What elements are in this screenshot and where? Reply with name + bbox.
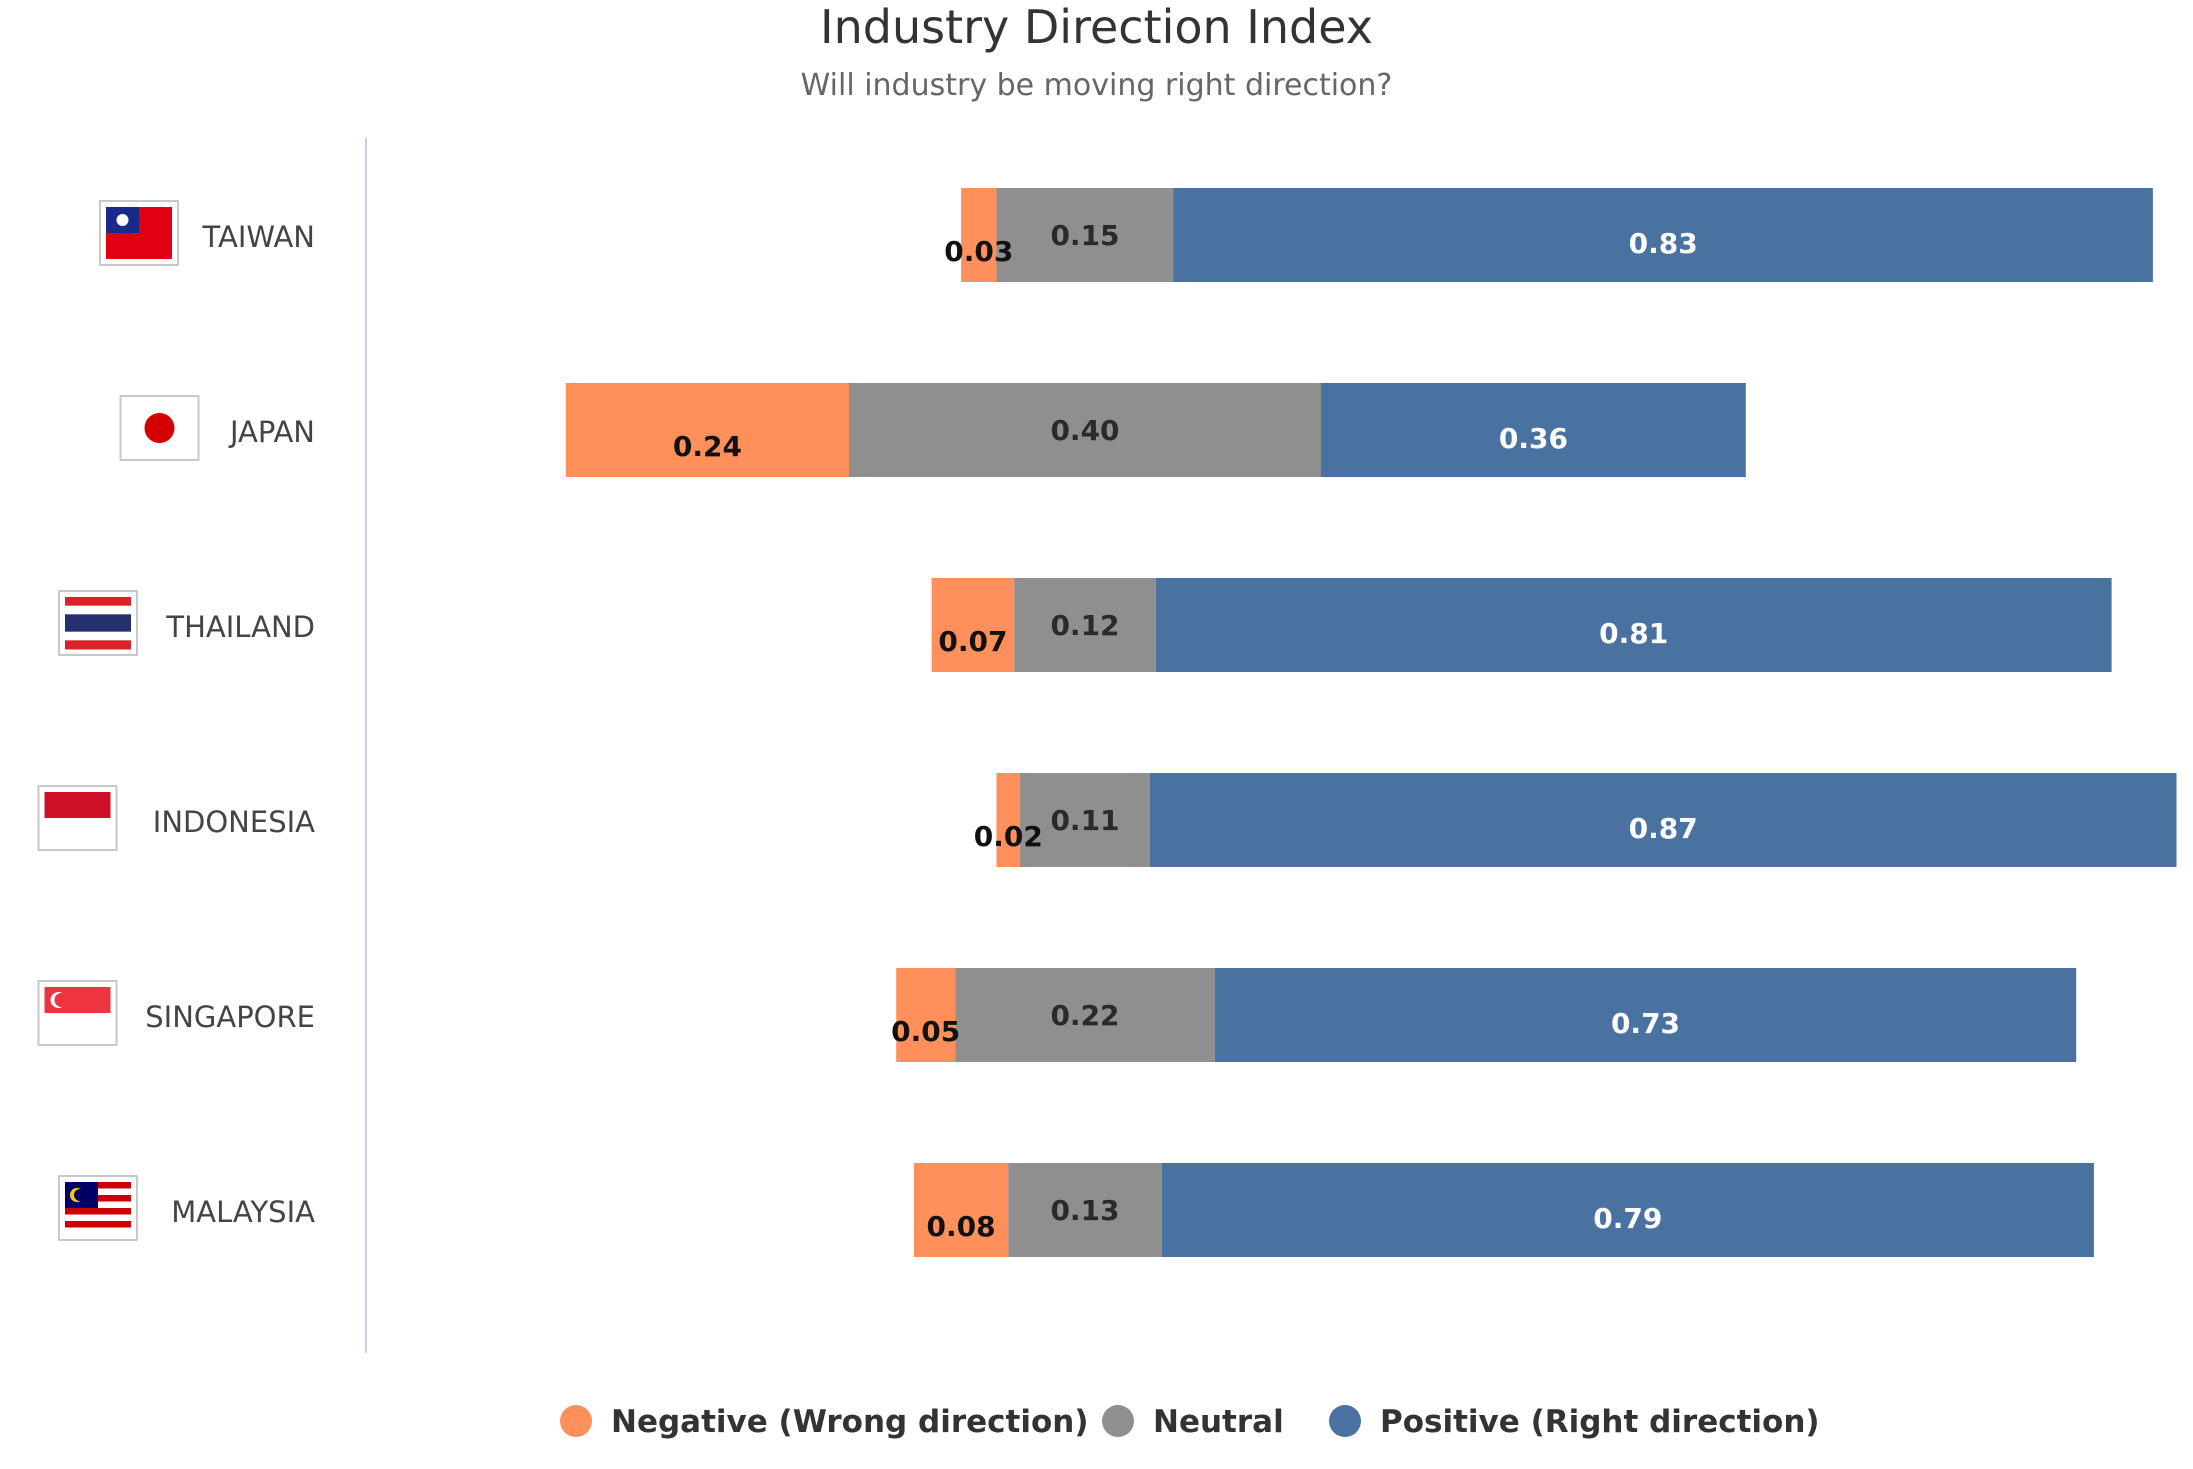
bar-row-taiwan: TAIWAN 0.03 0.15 0.83 xyxy=(99,188,2153,282)
bar-negative xyxy=(913,1163,1009,1257)
bar-positive xyxy=(1321,383,1746,477)
data-label-positive: 0.81 xyxy=(1599,617,1668,650)
data-label-neutral: 0.13 xyxy=(1050,1194,1119,1227)
category-label: TAIWAN xyxy=(202,220,315,254)
singapore-flag-icon xyxy=(44,987,111,1039)
category-label: THAILAND xyxy=(165,610,315,644)
flag-frame xyxy=(37,785,118,851)
bar-negative xyxy=(931,578,1015,672)
flag-frame xyxy=(37,980,118,1046)
legend-item-positive: Positive (Right direction) xyxy=(1329,1404,1820,1440)
data-label-negative: 0.03 xyxy=(944,235,1013,268)
category-label: JAPAN xyxy=(228,415,315,449)
malaysia-flag-icon xyxy=(65,1182,131,1235)
flag-frame xyxy=(58,590,138,656)
bar-negative xyxy=(961,188,997,282)
legend-item-neutral: Neutral xyxy=(1102,1404,1284,1440)
bar-row-indonesia: INDONESIA 0.02 0.11 0.87 xyxy=(37,773,2177,867)
data-label-negative: 0.05 xyxy=(891,1015,960,1048)
bar-row-thailand: THAILAND 0.07 0.12 0.81 xyxy=(58,578,2112,672)
data-label-positive: 0.83 xyxy=(1629,227,1698,260)
bar-neutral xyxy=(1008,1163,1162,1257)
category-label: MALAYSIA xyxy=(171,1195,315,1229)
bar-neutral xyxy=(1020,773,1150,867)
indonesia-flag-icon xyxy=(44,792,111,844)
bar-neutral xyxy=(849,383,1321,477)
data-label-neutral: 0.11 xyxy=(1050,804,1119,837)
legend-swatch xyxy=(560,1405,592,1437)
data-label-positive: 0.87 xyxy=(1629,812,1698,845)
data-label-negative: 0.08 xyxy=(927,1210,996,1243)
flag-frame xyxy=(99,200,179,266)
data-label-positive: 0.36 xyxy=(1499,422,1568,455)
bar-neutral xyxy=(1014,578,1156,672)
data-label-negative: 0.24 xyxy=(673,430,742,463)
legend-item-negative: Negative (Wrong direction) xyxy=(560,1404,1089,1440)
bar-row-singapore: SINGAPORE 0.05 0.22 0.73 xyxy=(37,968,2077,1062)
data-label-neutral: 0.15 xyxy=(1050,219,1119,252)
legend-swatch xyxy=(1329,1405,1361,1437)
taiwan-flag-icon xyxy=(106,207,172,259)
bar-positive xyxy=(1173,188,2153,282)
legend-swatch xyxy=(1102,1405,1134,1437)
data-label-neutral: 0.22 xyxy=(1050,999,1119,1032)
bar-positive xyxy=(1214,968,2077,1062)
category-label: SINGAPORE xyxy=(145,1000,315,1034)
bar-positive xyxy=(1155,578,2112,672)
flag-frame xyxy=(58,1175,138,1241)
data-label-positive: 0.73 xyxy=(1611,1007,1680,1040)
bar-negative xyxy=(996,773,1021,867)
bar-row-japan: JAPAN 0.24 0.40 0.36 xyxy=(119,383,1746,477)
bar-neutral xyxy=(996,188,1174,282)
bar-positive xyxy=(1161,1163,2094,1257)
data-label-neutral: 0.12 xyxy=(1050,609,1119,642)
category-label: INDONESIA xyxy=(153,805,315,839)
chart-subtitle: Will industry be moving right direction? xyxy=(800,68,1393,103)
chart-title: Industry Direction Index xyxy=(820,0,1373,54)
bar-negative xyxy=(896,968,956,1062)
data-label-positive: 0.79 xyxy=(1593,1202,1662,1235)
bar-neutral xyxy=(955,968,1215,1062)
data-label-neutral: 0.40 xyxy=(1050,414,1119,447)
data-label-negative: 0.02 xyxy=(974,820,1043,853)
legend-label: Negative (Wrong direction) xyxy=(611,1404,1089,1440)
bar-positive xyxy=(1149,773,2177,867)
bar-row-malaysia: MALAYSIA 0.08 0.13 0.79 xyxy=(58,1163,2094,1257)
japan-flag-icon xyxy=(126,402,193,454)
data-label-negative: 0.07 xyxy=(938,625,1007,658)
flag-frame xyxy=(119,395,200,461)
thailand-flag-icon xyxy=(65,597,131,650)
legend-label: Positive (Right direction) xyxy=(1380,1404,1820,1440)
bar-negative xyxy=(565,383,849,477)
legend-label: Neutral xyxy=(1153,1404,1284,1440)
